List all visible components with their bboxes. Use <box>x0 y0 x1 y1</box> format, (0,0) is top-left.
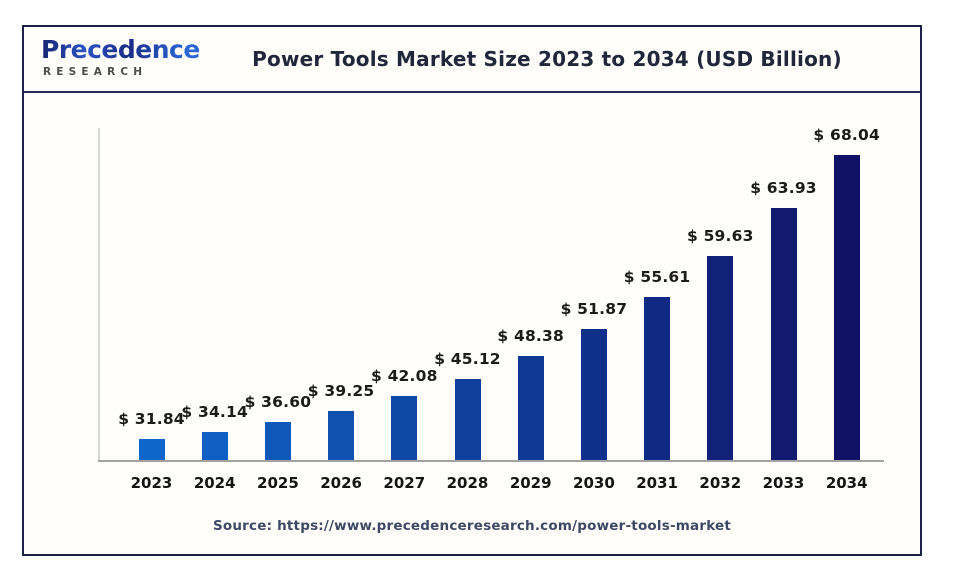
bar-value-label: $ 63.93 <box>750 179 817 197</box>
bar-2030 <box>580 329 607 460</box>
bar-value-label: $ 48.38 <box>497 327 564 345</box>
x-axis-tick-label: 2026 <box>320 474 362 492</box>
y-axis-line <box>98 128 100 460</box>
bar-2032 <box>707 256 734 460</box>
bar-2025 <box>264 422 291 460</box>
x-axis-tick-label: 2023 <box>130 474 173 492</box>
x-axis-tick-label: 2030 <box>573 474 615 492</box>
logo-sub-text: RESEARCH <box>43 65 148 78</box>
chart-title: Power Tools Market Size 2023 to 2034 (US… <box>252 47 842 71</box>
bar-2033 <box>770 208 797 460</box>
precedence-logo: Precedence RESEARCH <box>41 36 200 78</box>
bar-2031 <box>644 297 671 460</box>
bar-2024 <box>201 432 228 460</box>
bar-value-label: $ 59.63 <box>686 227 754 245</box>
x-axis-line <box>98 460 884 462</box>
bar-2023 <box>138 439 165 460</box>
bar-chart: $ 31.84 2023 $ 34.14 2024 $ 36.60 2025 $ 39.25… <box>24 27 920 554</box>
bar-value-label: $ 31.84 <box>118 410 185 428</box>
bar-2028 <box>454 379 481 460</box>
bar-value-label: $ 68.04 <box>813 126 880 144</box>
bar-value-label: $ 42.08 <box>370 367 438 385</box>
bar-value-label: $ 55.61 <box>623 268 691 286</box>
x-axis-tick-label: 2029 <box>509 474 552 492</box>
x-axis-tick-label: 2025 <box>257 474 299 492</box>
x-axis-tick-label: 2031 <box>636 474 678 492</box>
bar-value-label: $ 45.12 <box>434 350 501 368</box>
source-text: Source: https://www.precedenceresearch.c… <box>212 518 732 534</box>
x-axis-tick-label: 2024 <box>193 474 236 492</box>
bar-value-label: $ 34.14 <box>181 403 248 421</box>
x-axis-tick-label: 2032 <box>699 474 742 492</box>
x-axis-tick-label: 2034 <box>825 474 868 492</box>
x-axis-tick-label: 2028 <box>446 474 489 492</box>
bar-value-label: $ 51.87 <box>560 300 628 318</box>
x-axis-tick-label: 2027 <box>383 474 426 492</box>
bar-value-label: $ 36.60 <box>244 393 312 411</box>
x-axis-tick-label: 2033 <box>762 474 805 492</box>
bar-2027 <box>391 396 418 460</box>
bar-2034 <box>833 155 860 460</box>
bar-2029 <box>517 356 544 460</box>
bar-value-label: $ 39.25 <box>307 382 375 400</box>
bar-2026 <box>328 411 355 460</box>
chart-card: Precedence RESEARCH Power Tools Market S… <box>22 25 922 556</box>
logo-brand-text: Precedence <box>41 35 200 64</box>
header: Precedence RESEARCH Power Tools Market S… <box>24 27 920 93</box>
